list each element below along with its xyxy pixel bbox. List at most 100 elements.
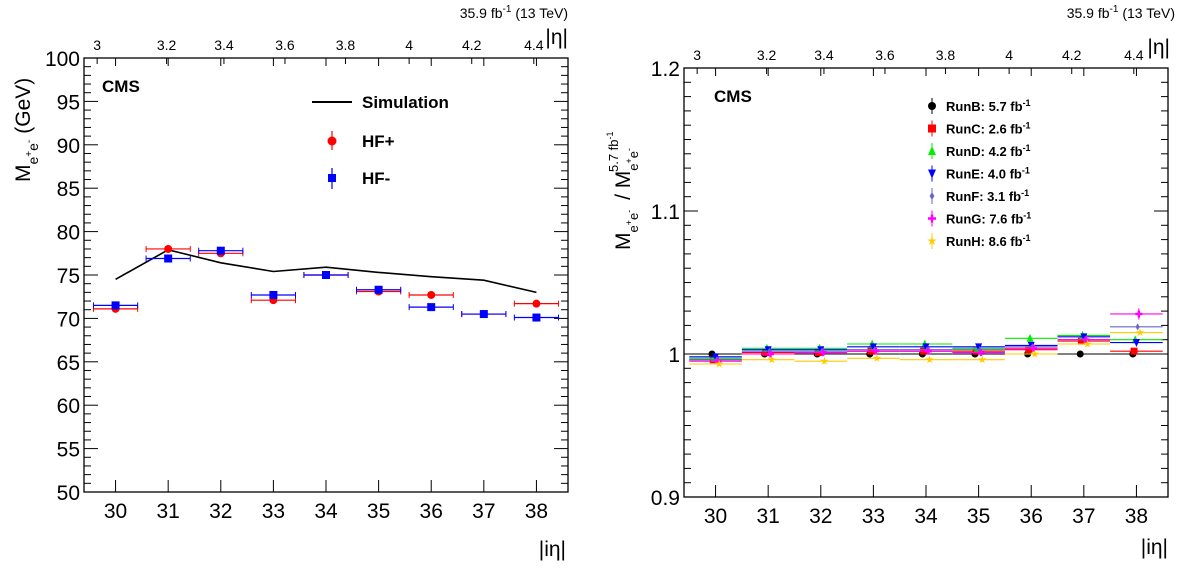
hfplus-point xyxy=(164,244,173,253)
left-cms-label: CMS xyxy=(102,77,140,96)
legend-run-marker xyxy=(928,214,936,223)
y-tick-label: 75 xyxy=(57,265,80,288)
top-eta-tick-label: 3.2 xyxy=(757,47,777,63)
x-tick-label: 33 xyxy=(262,500,285,523)
right-data xyxy=(689,308,1163,368)
y-tick-label: 90 xyxy=(57,135,80,158)
legend-run-label: RunG: 7.6 fb-1 xyxy=(946,211,1031,227)
left-y-axis-title: Me+e-(GeV) xyxy=(12,78,41,182)
legend-hfminus-label: HF- xyxy=(362,169,390,188)
top-eta-tick-label: 4.4 xyxy=(524,37,544,53)
x-tick-label: 32 xyxy=(209,500,232,523)
run-point xyxy=(1135,310,1143,318)
run-point xyxy=(1135,328,1145,337)
legend-run-label: RunD: 4.2 fb-1 xyxy=(946,143,1031,159)
right-lumi-header: 35.9 fb-1 (13 TeV) xyxy=(1067,4,1175,21)
left-top-axis-title: |η| xyxy=(545,26,568,49)
x-tick-label: 37 xyxy=(1072,505,1095,528)
x-tick-label: 34 xyxy=(314,500,338,523)
top-eta-tick-label: 4.4 xyxy=(1124,47,1144,63)
run-point xyxy=(872,353,882,362)
top-eta-tick-label: 4 xyxy=(1005,47,1013,63)
left-axes: 30 31 32 33 34 35 36 37 38 3 3.2 3.4 3.6 3.8 4 4.2 4.4 50… xyxy=(45,37,568,523)
legend-run-label: RunC: 2.6 fb-1 xyxy=(946,121,1031,137)
x-tick-label: 38 xyxy=(525,500,548,523)
run-point xyxy=(922,343,930,352)
x-tick-label: 36 xyxy=(1020,505,1043,528)
x-tick-label: 37 xyxy=(472,500,495,523)
run-point xyxy=(1083,339,1092,348)
left-lumi-header: 35.9 fb-1 (13 TeV) xyxy=(460,4,568,21)
left-legend: Simulation HF+ HF- xyxy=(312,93,449,189)
top-eta-tick-label: 3.4 xyxy=(814,47,834,63)
y-tick-label: 55 xyxy=(57,439,80,462)
legend-simulation-label: Simulation xyxy=(362,93,449,112)
legend-hfplus-marker xyxy=(327,136,337,146)
right-cms-label: CMS xyxy=(714,87,752,106)
y-tick-label: 1 xyxy=(668,344,680,367)
run-point xyxy=(714,359,724,368)
x-tick-label: 34 xyxy=(914,505,938,528)
run-point xyxy=(924,347,932,355)
run-point xyxy=(712,353,720,362)
right-axes: 30 31 32 33 34 35 36 37 38 3 3.2 3.4 3.6 3.8 4 4.2 4.4 0.… xyxy=(651,47,1168,528)
legend-run-marker xyxy=(928,146,936,155)
y-tick-label: 70 xyxy=(57,308,80,331)
y-tick-label: 85 xyxy=(57,178,80,201)
x-tick-label: 33 xyxy=(862,505,885,528)
hfminus-point xyxy=(164,254,173,263)
legend-run-label: RunE: 4.0 fb-1 xyxy=(946,166,1030,182)
run-point xyxy=(819,349,827,357)
run-point xyxy=(767,350,775,358)
run-point xyxy=(1082,336,1090,344)
top-eta-tick-label: 4 xyxy=(405,37,413,53)
top-eta-tick-label: 3.8 xyxy=(336,37,356,53)
run-point xyxy=(925,355,934,364)
y-tick-label: 60 xyxy=(57,395,80,418)
right-y-axis-title: Me+e- / Me+e-5.7 fb-1 xyxy=(605,131,641,250)
legend-run-marker xyxy=(927,236,937,245)
y-tick-label: 1.1 xyxy=(651,201,680,224)
left-panel: 30 31 32 33 34 35 36 37 38 3 3.2 3.4 3.6 3.8 4 4.2 4.4 50… xyxy=(12,4,569,561)
legend-run-marker xyxy=(928,102,936,110)
hfminus-point xyxy=(427,303,436,312)
top-eta-tick-label: 4.2 xyxy=(1062,47,1082,63)
x-tick-label: 30 xyxy=(104,500,127,523)
run-point xyxy=(1130,347,1138,355)
run-point xyxy=(1132,339,1140,348)
run-point xyxy=(1030,349,1040,358)
x-tick-label: 31 xyxy=(156,500,179,523)
y-tick-label: 0.9 xyxy=(651,487,680,510)
right-legend: RunB: 5.7 fb-1 RunC: 2.6 fb-1 RunD: 4.2 fb… xyxy=(927,98,1031,249)
hfplus-point xyxy=(532,299,541,308)
x-tick-label: 36 xyxy=(420,500,443,523)
run-point xyxy=(975,343,983,352)
legend-run-label: RunF: 3.1 fb-1 xyxy=(946,188,1029,204)
top-eta-tick-label: 4.2 xyxy=(462,37,482,53)
run-point xyxy=(1076,350,1084,358)
right-top-axis-title: |η| xyxy=(1147,36,1170,59)
hfminus-point xyxy=(322,271,330,279)
hfminus-point xyxy=(479,310,488,319)
run-point xyxy=(762,349,770,357)
left-data xyxy=(92,244,560,322)
simulation-line xyxy=(115,248,537,294)
y-tick-label: 100 xyxy=(45,48,80,71)
hfminus-point xyxy=(216,246,225,255)
top-eta-tick-label: 3 xyxy=(93,37,101,53)
x-tick-label: 32 xyxy=(809,505,832,528)
y-tick-label: 80 xyxy=(57,222,80,245)
run-point xyxy=(767,355,777,364)
run-point xyxy=(872,347,880,355)
hfplus-point xyxy=(427,290,436,299)
top-eta-tick-label: 3.4 xyxy=(214,37,234,53)
top-eta-tick-label: 3.2 xyxy=(157,37,177,53)
run-point xyxy=(820,356,829,365)
y-tick-label: 95 xyxy=(57,91,80,114)
run-point xyxy=(869,343,877,352)
right-plot-frame xyxy=(683,67,1169,498)
run-point xyxy=(1025,346,1033,354)
hfminus-point xyxy=(374,285,383,294)
top-eta-tick-label: 3.6 xyxy=(275,37,295,53)
run-point xyxy=(1135,323,1140,331)
